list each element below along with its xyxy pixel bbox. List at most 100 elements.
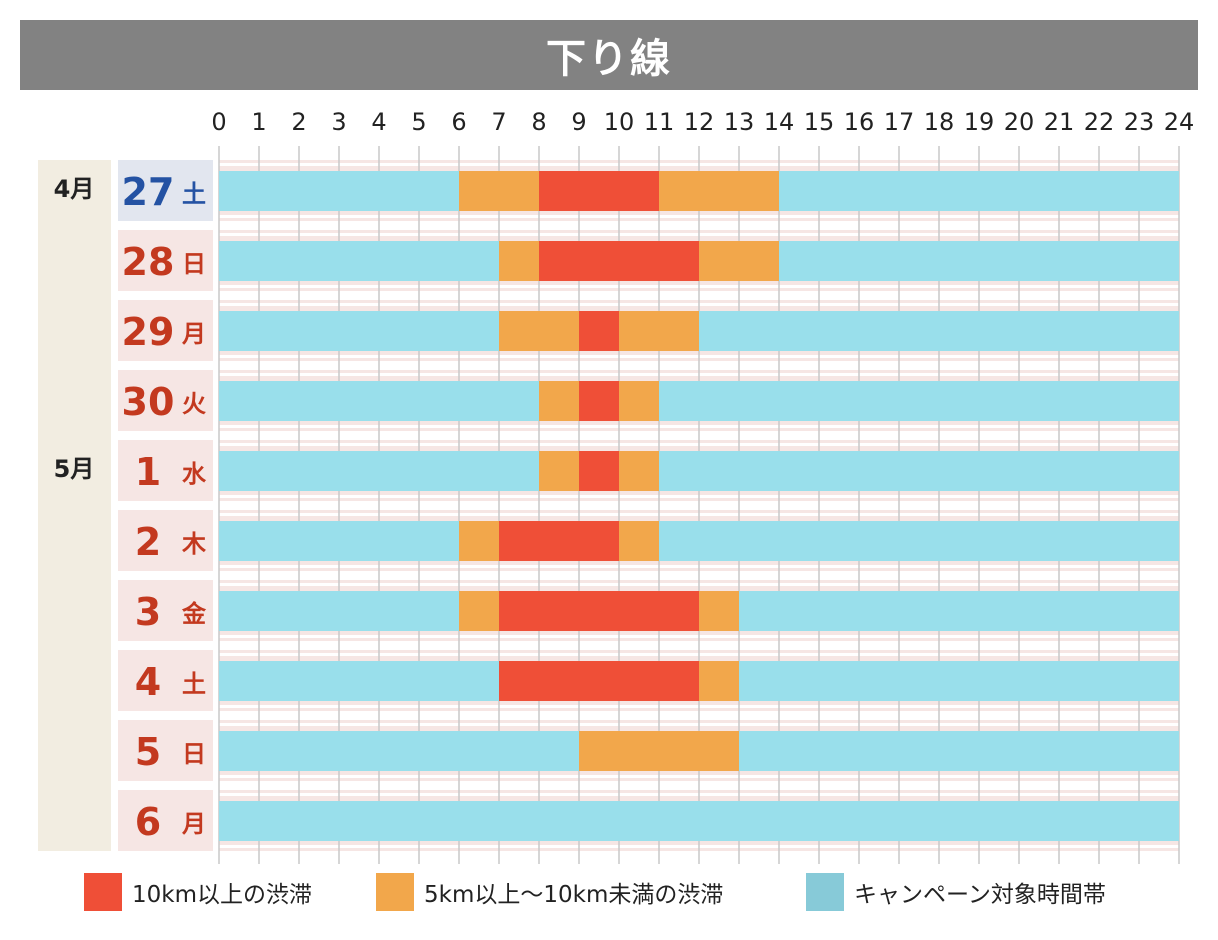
bar-campaign — [659, 521, 1179, 561]
bar-moderate — [619, 381, 659, 421]
date-cell — [118, 160, 213, 221]
bar-campaign — [219, 241, 499, 281]
x-tick-label: 17 — [884, 108, 915, 136]
day-label: 28 — [122, 240, 175, 284]
weekday-label: 日 — [182, 740, 206, 768]
x-tick-label: 8 — [531, 108, 546, 136]
bar-campaign — [659, 451, 1179, 491]
bar-moderate — [699, 591, 739, 631]
x-tick-label: 11 — [644, 108, 675, 136]
x-tick-label: 1 — [251, 108, 266, 136]
weekday-label: 日 — [182, 250, 206, 278]
bar-moderate — [619, 451, 659, 491]
bar-severe — [539, 241, 699, 281]
legend-swatch-severe — [84, 873, 122, 911]
day-label: 1 — [135, 450, 161, 494]
day-label: 5 — [135, 730, 161, 774]
date-cell — [118, 790, 213, 851]
bar-campaign — [779, 171, 1179, 211]
bar-severe — [579, 311, 619, 351]
x-tick-label: 21 — [1044, 108, 1075, 136]
bar-campaign — [739, 731, 1179, 771]
bar-campaign — [219, 591, 459, 631]
legend-label-campaign: キャンペーン対象時間帯 — [854, 882, 1106, 908]
bar-moderate — [459, 521, 499, 561]
bar-moderate — [699, 241, 779, 281]
date-cell — [118, 370, 213, 431]
legend-swatch-campaign — [806, 873, 844, 911]
weekday-label: 木 — [181, 530, 207, 558]
x-tick-label: 22 — [1084, 108, 1115, 136]
x-tick-label: 18 — [924, 108, 955, 136]
legend-label-severe: 10km以上の渋滞 — [132, 882, 312, 908]
month-label: 5月 — [54, 455, 95, 483]
weekday-label: 火 — [182, 390, 206, 418]
x-tick-label: 7 — [491, 108, 506, 136]
x-tick-label: 5 — [411, 108, 426, 136]
month-column — [38, 160, 111, 851]
bar-moderate — [539, 451, 579, 491]
x-tick-label: 20 — [1004, 108, 1035, 136]
bar-campaign — [219, 311, 499, 351]
x-tick-label: 4 — [371, 108, 386, 136]
legend-item-severe: 10km以上の渋滞 — [84, 870, 312, 914]
bar-campaign — [219, 171, 459, 211]
bar-moderate — [619, 521, 659, 561]
legend-item-moderate: 5km以上～10km未満の渋滞 — [376, 870, 723, 914]
weekday-label: 土 — [182, 670, 206, 698]
x-tick-label: 10 — [604, 108, 635, 136]
bar-moderate — [579, 731, 739, 771]
legend-item-campaign: キャンペーン対象時間帯 — [806, 870, 1106, 914]
bar-campaign — [219, 521, 459, 561]
bar-moderate — [459, 171, 539, 211]
bar-moderate — [459, 591, 499, 631]
weekday-label: 月 — [181, 810, 206, 838]
bar-moderate — [499, 241, 539, 281]
bar-severe — [499, 521, 619, 561]
date-cell — [118, 440, 213, 501]
day-label: 3 — [135, 590, 161, 634]
date-cell — [118, 720, 213, 781]
x-tick-label: 24 — [1164, 108, 1195, 136]
day-label: 27 — [122, 170, 175, 214]
title-bar: 下り線 — [20, 20, 1198, 90]
x-tick-label: 12 — [684, 108, 715, 136]
day-label: 29 — [122, 310, 175, 354]
x-tick-label: 19 — [964, 108, 995, 136]
x-tick-label: 15 — [804, 108, 835, 136]
day-label: 2 — [135, 520, 161, 564]
weekday-label: 水 — [182, 460, 207, 488]
bar-campaign — [739, 591, 1179, 631]
bar-moderate — [539, 381, 579, 421]
bar-severe — [579, 451, 619, 491]
weekday-label: 土 — [182, 180, 206, 208]
x-tick-label: 23 — [1124, 108, 1155, 136]
x-tick-label: 3 — [331, 108, 346, 136]
x-tick-label: 0 — [211, 108, 226, 136]
bar-campaign — [699, 311, 1179, 351]
bar-moderate — [499, 311, 579, 351]
bar-campaign — [219, 731, 579, 771]
legend-label-moderate: 5km以上～10km未満の渋滞 — [424, 882, 724, 908]
month-label: 4月 — [54, 175, 95, 203]
x-tick-label: 9 — [571, 108, 586, 136]
day-label: 6 — [135, 800, 161, 844]
bar-moderate — [699, 661, 739, 701]
bar-campaign — [739, 661, 1179, 701]
x-tick-label: 2 — [291, 108, 306, 136]
day-label: 4 — [135, 660, 161, 704]
legend-swatch-moderate — [376, 873, 414, 911]
page-title: 下り線 — [546, 36, 672, 82]
bar-campaign — [219, 381, 539, 421]
weekday-label: 金 — [181, 600, 207, 628]
bar-severe — [539, 171, 659, 211]
bar-campaign — [659, 381, 1179, 421]
bar-campaign — [219, 801, 1179, 841]
x-tick-label: 16 — [844, 108, 875, 136]
date-cell — [118, 300, 213, 361]
date-cell — [118, 230, 213, 291]
bar-campaign — [779, 241, 1179, 281]
date-cell — [118, 510, 213, 571]
weekday-label: 月 — [181, 320, 206, 348]
